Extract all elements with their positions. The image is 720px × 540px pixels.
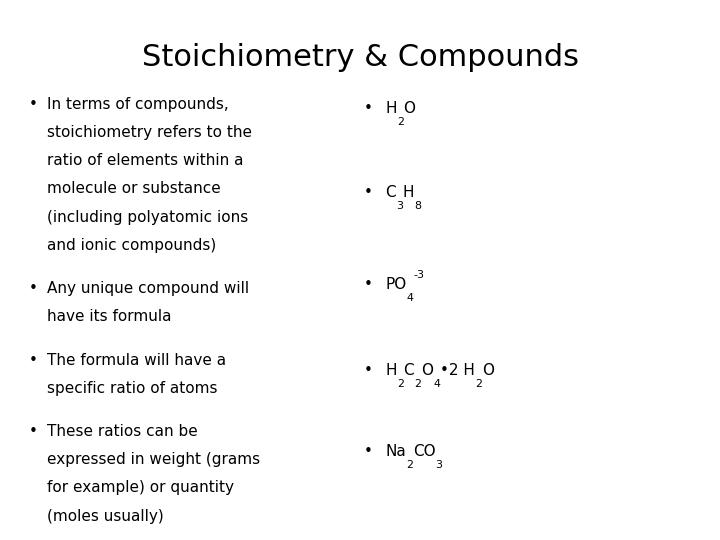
Text: 2: 2: [474, 379, 482, 389]
Text: The formula will have a: The formula will have a: [47, 353, 226, 368]
Text: CO: CO: [413, 444, 436, 460]
Text: (moles usually): (moles usually): [47, 509, 163, 524]
Text: -3: -3: [413, 270, 424, 280]
Text: H: H: [385, 363, 397, 379]
Text: molecule or substance: molecule or substance: [47, 181, 220, 197]
Text: ratio of elements within a: ratio of elements within a: [47, 153, 243, 168]
Text: 4: 4: [407, 293, 413, 303]
Text: C: C: [404, 363, 414, 379]
Text: •: •: [364, 277, 372, 292]
Text: expressed in weight (grams: expressed in weight (grams: [47, 453, 260, 468]
Text: 2: 2: [397, 117, 404, 127]
Text: Na: Na: [385, 444, 406, 460]
Text: •: •: [364, 102, 372, 117]
Text: 2: 2: [397, 379, 404, 389]
Text: •: •: [29, 281, 37, 296]
Text: 4: 4: [433, 379, 440, 389]
Text: 3: 3: [436, 460, 443, 470]
Text: •: •: [364, 363, 372, 379]
Text: 2: 2: [406, 460, 413, 470]
Text: Stoichiometry & Compounds: Stoichiometry & Compounds: [142, 43, 578, 72]
Text: These ratios can be: These ratios can be: [47, 424, 197, 440]
Text: O: O: [421, 363, 433, 379]
Text: (including polyatomic ions: (including polyatomic ions: [47, 210, 248, 225]
Text: H: H: [402, 185, 414, 200]
Text: In terms of compounds,: In terms of compounds,: [47, 97, 228, 112]
Text: H: H: [385, 102, 397, 117]
Text: O: O: [404, 102, 415, 117]
Text: •2 H: •2 H: [440, 363, 474, 379]
Text: Any unique compound will: Any unique compound will: [47, 281, 249, 296]
Text: 8: 8: [414, 201, 421, 211]
Text: •: •: [29, 353, 37, 368]
Text: specific ratio of atoms: specific ratio of atoms: [47, 381, 217, 396]
Text: for example) or quantity: for example) or quantity: [47, 481, 234, 496]
Text: •: •: [364, 185, 372, 200]
Text: O: O: [482, 363, 494, 379]
Text: •: •: [29, 97, 37, 112]
Text: PO: PO: [385, 277, 407, 292]
Text: and ionic compounds): and ionic compounds): [47, 238, 216, 253]
Text: stoichiometry refers to the: stoichiometry refers to the: [47, 125, 252, 140]
Text: •: •: [364, 444, 372, 460]
Text: 2: 2: [414, 379, 421, 389]
Text: 3: 3: [396, 201, 402, 211]
Text: have its formula: have its formula: [47, 309, 171, 324]
Text: •: •: [29, 424, 37, 440]
Text: C: C: [385, 185, 396, 200]
